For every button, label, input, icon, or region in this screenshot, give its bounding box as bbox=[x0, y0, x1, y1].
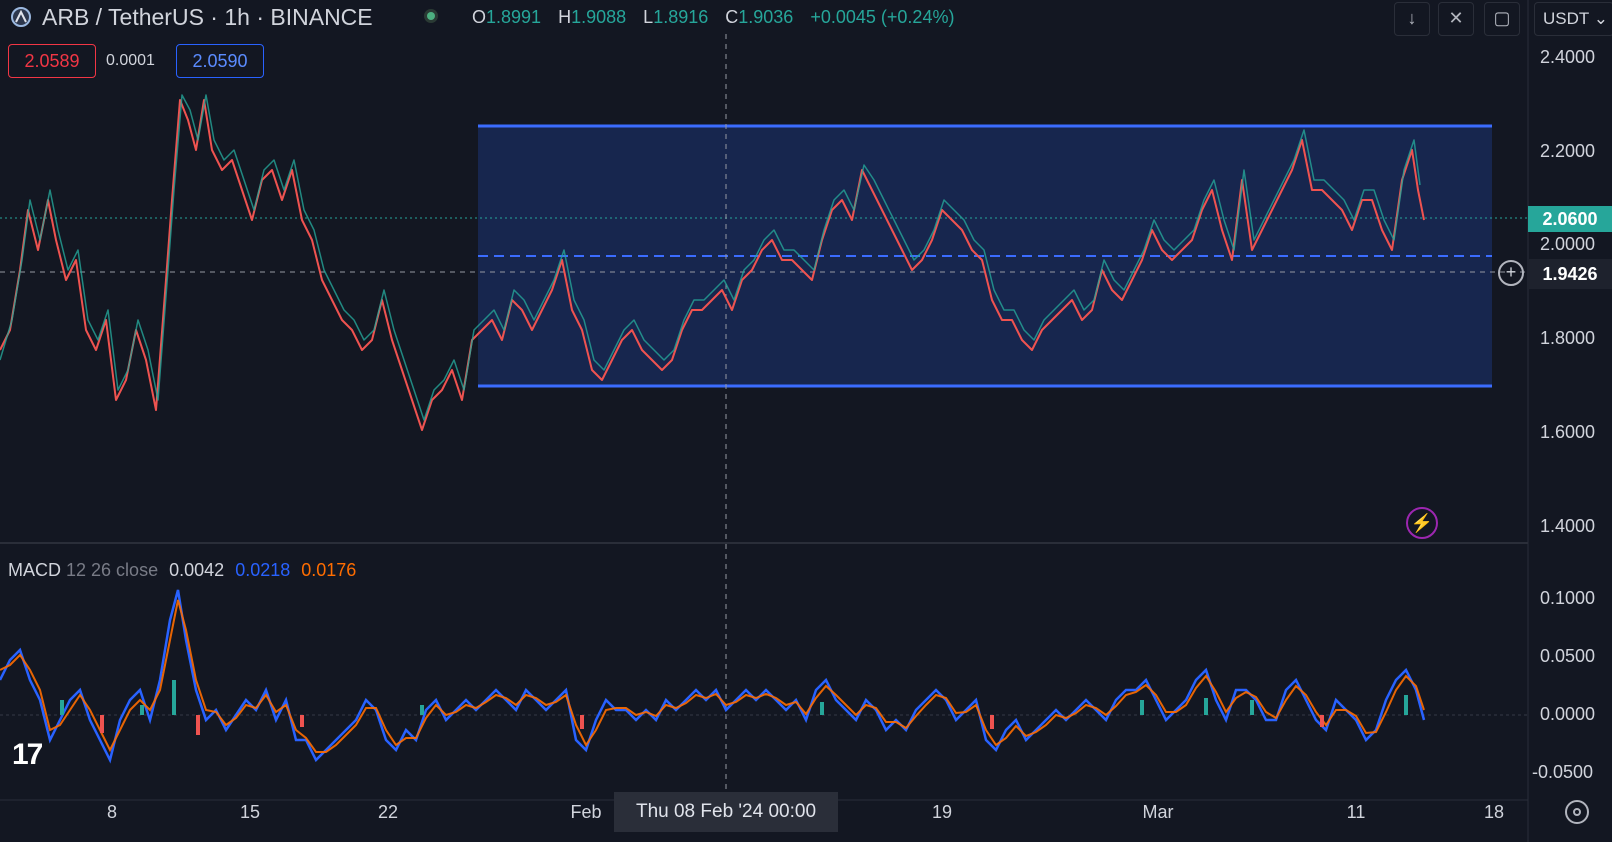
time-tick: Feb bbox=[570, 802, 601, 822]
histogram-bar bbox=[820, 702, 824, 715]
price-tick: 2.0000 bbox=[1540, 234, 1595, 254]
macd-label: MACD bbox=[8, 560, 61, 580]
histogram-bar bbox=[140, 705, 144, 715]
histogram-bar bbox=[60, 700, 64, 715]
time-tick: 15 bbox=[240, 802, 260, 822]
macd-line-value: 0.0218 bbox=[235, 560, 291, 580]
time-tick: 11 bbox=[1347, 802, 1366, 822]
low-value: 1.8916 bbox=[653, 7, 709, 27]
time-tick: 18 bbox=[1484, 802, 1504, 822]
gear-icon[interactable] bbox=[1565, 800, 1589, 824]
last-price-label: 2.0600 bbox=[1528, 206, 1612, 232]
histogram-bar bbox=[1204, 698, 1208, 715]
histogram-bar bbox=[580, 715, 584, 729]
histogram-bar bbox=[172, 680, 176, 715]
lightning-icon[interactable]: ⚡ bbox=[1406, 507, 1438, 539]
low-label: L bbox=[643, 7, 654, 27]
histogram-bar bbox=[1250, 700, 1254, 715]
square-icon[interactable]: ▢ bbox=[1484, 2, 1520, 36]
histogram-bar bbox=[1404, 695, 1408, 715]
time-tick: 19 bbox=[932, 802, 952, 822]
histogram-bar bbox=[300, 715, 304, 727]
histogram-bar bbox=[100, 715, 104, 733]
currency-selector[interactable]: USDT ⌄ bbox=[1534, 2, 1612, 36]
crosshair-price-label: 1.9426 bbox=[1528, 259, 1612, 289]
price-tick: 1.6000 bbox=[1540, 422, 1595, 442]
sell-price-button[interactable]: 2.0589 bbox=[8, 44, 96, 78]
macd-histogram bbox=[60, 680, 1408, 735]
macd-histogram-value: 0.0042 bbox=[169, 560, 225, 580]
macd-tick: -0.0500 bbox=[1532, 762, 1593, 782]
histogram-bar bbox=[990, 715, 994, 729]
histogram-bar bbox=[420, 705, 424, 715]
close-value: 1.9036 bbox=[738, 7, 794, 27]
histogram-bar bbox=[196, 715, 200, 735]
macd-params: 12 26 close bbox=[66, 560, 159, 580]
arrow-down-icon[interactable]: ↓ bbox=[1394, 2, 1430, 36]
signal-line bbox=[0, 599, 1425, 753]
price-series bbox=[0, 99, 1425, 431]
collapse-icon[interactable]: ✕ bbox=[1438, 2, 1474, 36]
price-tick: 2.2000 bbox=[1540, 141, 1595, 161]
time-tick: 22 bbox=[378, 802, 398, 822]
tradingview-logo[interactable]: 17 bbox=[12, 738, 43, 771]
spread-value: 0.0001 bbox=[106, 52, 155, 69]
macd-legend[interactable]: MACD 12 26 close 0.0042 0.0218 0.0176 bbox=[8, 560, 356, 581]
histogram-bar bbox=[1320, 715, 1324, 727]
price-series-up bbox=[0, 94, 1421, 421]
macd-tick: 0.1000 bbox=[1540, 588, 1595, 608]
symbol-title[interactable]: ARB / TetherUS · 1h · BINANCE bbox=[42, 4, 373, 30]
open-value: 1.8991 bbox=[486, 7, 542, 27]
high-label: H bbox=[558, 7, 572, 27]
price-tick: 1.8000 bbox=[1540, 328, 1595, 348]
crosshair-date-label: Thu 08 Feb '24 00:00 bbox=[614, 792, 838, 832]
histogram-bar bbox=[1140, 700, 1144, 715]
open-label: O bbox=[472, 7, 487, 27]
signal-line-value: 0.0176 bbox=[301, 560, 357, 580]
high-value: 1.9088 bbox=[571, 7, 627, 27]
buy-price-button[interactable]: 2.0590 bbox=[176, 44, 264, 78]
symbol-logo-icon bbox=[11, 7, 31, 27]
macd-line bbox=[0, 589, 1426, 764]
macd-tick: 0.0000 bbox=[1540, 704, 1595, 724]
market-status-icon bbox=[424, 9, 438, 23]
price-tick: 2.4000 bbox=[1540, 47, 1595, 67]
plus-circle-icon[interactable]: + bbox=[1498, 260, 1524, 286]
macd-tick: 0.0500 bbox=[1540, 646, 1595, 666]
ohlc-values: O1.8991 H1.9088 L1.8916 C1.9036 +0.0045 … bbox=[472, 7, 966, 28]
time-tick: 8 bbox=[107, 802, 117, 822]
close-label: C bbox=[725, 7, 739, 27]
price-tick: 1.4000 bbox=[1540, 516, 1595, 536]
time-tick: Mar bbox=[1143, 802, 1174, 822]
change-value: +0.0045 (+0.24%) bbox=[810, 7, 955, 27]
